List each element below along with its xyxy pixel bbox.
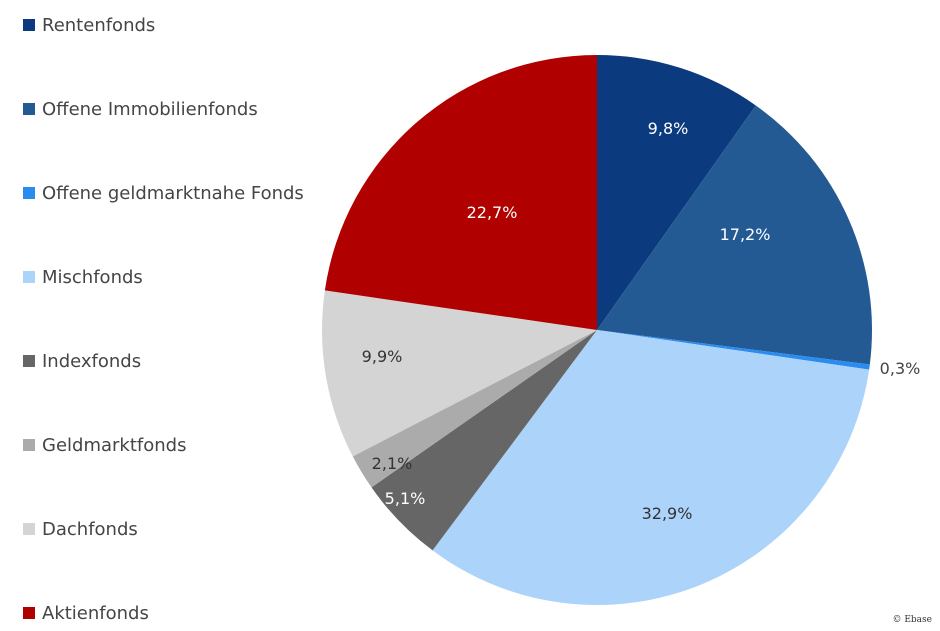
pie-slice-geldmarktfonds [352,330,597,488]
legend-label: Rentenfonds [42,14,156,36]
pie-slice-indexfonds [371,330,597,551]
legend-item: Aktienfonds [23,601,149,625]
legend-label: Offene Immobilienfonds [42,98,258,120]
pie-slice-mischfonds [432,330,870,605]
data-label: 2,1% [372,454,413,473]
data-label: 17,2% [720,225,771,244]
legend-label: Aktienfonds [42,602,149,624]
pie-slice-dachfonds [322,290,597,457]
data-label: 9,9% [362,347,403,366]
legend-item: Geldmarktfonds [23,433,186,457]
legend-label: Offene geldmarktnahe Fonds [42,182,304,204]
legend-item: Offene geldmarktnahe Fonds [23,181,304,205]
legend-item: Mischfonds [23,265,143,289]
legend-swatch [23,355,35,367]
legend-swatch [23,271,35,283]
legend-item: Rentenfonds [23,13,155,37]
legend-item: Indexfonds [23,349,141,373]
pie-slice-offene-geldmarktnahe-fonds [597,330,870,370]
data-label: 0,3% [880,359,921,378]
pie-slice-rentenfonds [597,55,756,330]
legend-label: Mischfonds [42,266,143,288]
legend-swatch [23,523,35,535]
legend-swatch [23,103,35,115]
data-label: 9,8% [648,119,689,138]
pie-slice-aktienfonds [324,55,597,330]
data-label: 22,7% [467,203,518,222]
legend-item: Dachfonds [23,517,138,541]
data-label: 32,9% [642,504,693,523]
data-label: 5,1% [385,489,426,508]
legend-swatch [23,19,35,31]
legend-swatch [23,187,35,199]
legend-swatch [23,607,35,619]
legend-item: Offene Immobilienfonds [23,97,258,121]
legend-label: Indexfonds [42,350,142,372]
pie-slice-offene-immobilienfonds [597,105,872,365]
copyright: © Ebase [892,615,932,625]
legend-label: Geldmarktfonds [42,434,187,456]
legend-swatch [23,439,35,451]
legend-label: Dachfonds [42,518,138,540]
